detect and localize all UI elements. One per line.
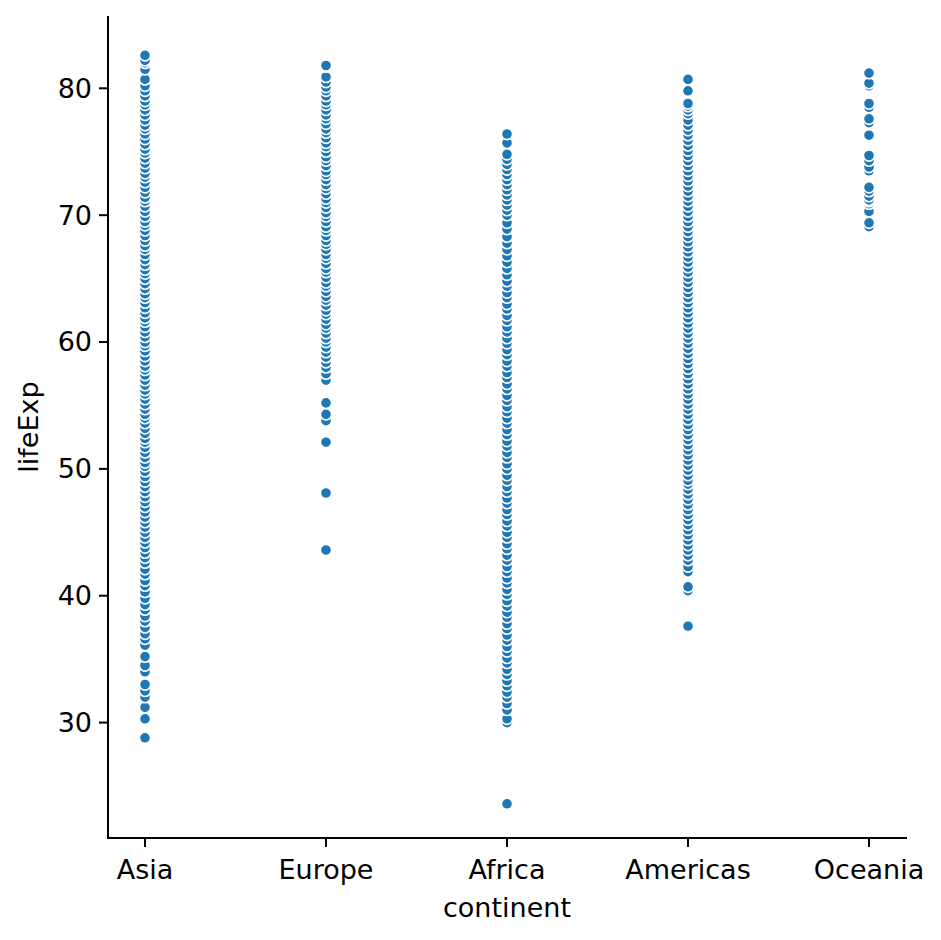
data-point xyxy=(320,60,331,71)
y-tick-label: 50 xyxy=(58,453,92,484)
data-point xyxy=(501,798,512,809)
data-point xyxy=(863,182,874,193)
data-point xyxy=(501,128,512,139)
y-axis-label: lifeExp xyxy=(13,381,44,472)
x-tick-label-africa: Africa xyxy=(468,854,545,885)
data-point xyxy=(320,437,331,448)
x-tick-label-asia: Asia xyxy=(117,854,174,885)
data-point xyxy=(863,113,874,124)
x-axis-label: continent xyxy=(443,892,571,923)
figure: 30 40 50 60 70 80 Asia Europe Africa Americas Oce… xyxy=(0,0,941,940)
data-point xyxy=(682,74,693,85)
scatter-points xyxy=(139,50,874,810)
data-point xyxy=(863,68,874,79)
data-point xyxy=(139,651,150,662)
data-point xyxy=(320,544,331,555)
y-tick-label: 60 xyxy=(58,326,92,357)
y-axis-ticks: 30 40 50 60 70 80 xyxy=(58,73,108,738)
x-axis-ticks: Asia Europe Africa Americas Oceania xyxy=(117,838,925,885)
y-tick-label: 40 xyxy=(58,580,92,611)
data-point xyxy=(682,85,693,96)
data-point xyxy=(139,713,150,724)
data-point xyxy=(863,150,874,161)
y-tick-label: 80 xyxy=(58,73,92,104)
data-point xyxy=(320,397,331,408)
x-tick-label-oceania: Oceania xyxy=(814,854,924,885)
data-point xyxy=(682,98,693,109)
y-tick-label: 70 xyxy=(58,200,92,231)
lifeexp-by-continent-chart: 30 40 50 60 70 80 Asia Europe Africa Americas Oce… xyxy=(0,0,941,940)
data-point xyxy=(682,621,693,632)
x-tick-label-europe: Europe xyxy=(279,854,374,885)
data-point xyxy=(682,581,693,592)
data-point xyxy=(139,679,150,690)
data-point xyxy=(501,149,512,160)
data-point xyxy=(320,409,331,420)
data-point xyxy=(139,50,150,61)
data-point xyxy=(863,98,874,109)
data-point xyxy=(863,130,874,141)
y-tick-label: 30 xyxy=(58,707,92,738)
data-point xyxy=(863,217,874,228)
x-tick-label-americas: Americas xyxy=(625,854,750,885)
data-point xyxy=(320,487,331,498)
data-point xyxy=(139,732,150,743)
